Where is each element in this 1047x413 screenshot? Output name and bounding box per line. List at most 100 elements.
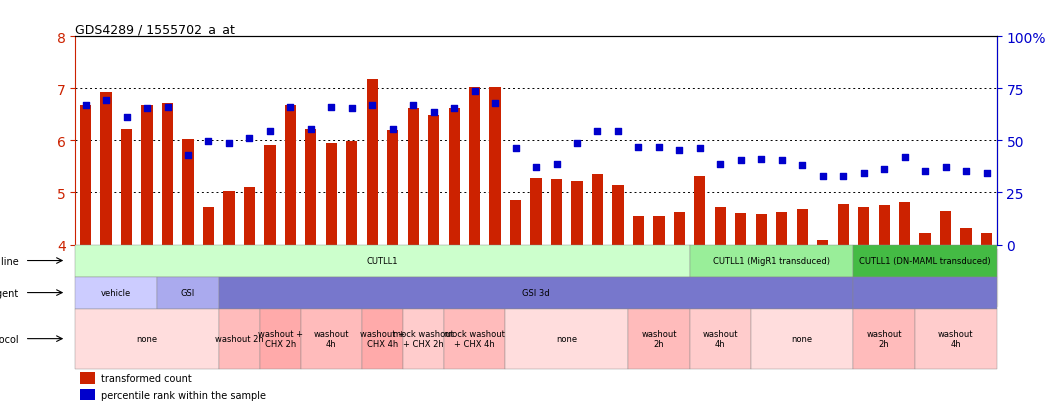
Bar xyxy=(326,144,337,245)
Text: washout
4h: washout 4h xyxy=(313,329,349,349)
Text: vehicle: vehicle xyxy=(102,288,132,297)
Point xyxy=(446,106,463,112)
Bar xyxy=(751,309,853,369)
Point xyxy=(97,97,114,104)
Text: GSI: GSI xyxy=(181,288,195,297)
Bar xyxy=(444,309,506,369)
Point xyxy=(815,173,831,180)
Point xyxy=(774,157,790,164)
Point xyxy=(875,166,892,173)
Bar xyxy=(490,88,500,245)
Text: agent: agent xyxy=(0,288,18,298)
Text: washout 2h: washout 2h xyxy=(215,335,264,343)
Bar xyxy=(510,201,521,245)
Bar xyxy=(260,309,300,369)
Point xyxy=(549,161,565,168)
Text: mock washout
+ CHX 4h: mock washout + CHX 4h xyxy=(444,329,505,349)
Point xyxy=(364,102,381,109)
Bar xyxy=(853,309,915,369)
Text: CUTLL1 (DN-MAML transduced): CUTLL1 (DN-MAML transduced) xyxy=(860,256,990,266)
Text: transformed count: transformed count xyxy=(102,373,192,383)
Point xyxy=(528,165,544,171)
Point xyxy=(77,102,94,109)
Bar xyxy=(756,215,766,245)
Bar xyxy=(300,309,362,369)
Text: protocol: protocol xyxy=(0,334,18,344)
Bar xyxy=(141,106,153,245)
Point xyxy=(691,145,708,152)
Bar xyxy=(817,241,828,245)
Bar xyxy=(157,277,219,309)
Text: GDS4289 / 1555702_a_at: GDS4289 / 1555702_a_at xyxy=(75,23,236,36)
Bar xyxy=(919,233,931,245)
Point xyxy=(221,140,238,147)
Bar xyxy=(853,277,997,309)
Bar xyxy=(592,175,603,245)
Point xyxy=(855,170,872,176)
Bar xyxy=(121,130,132,245)
Text: washout +
CHX 4h: washout + CHX 4h xyxy=(360,329,405,349)
Point xyxy=(650,144,667,151)
Point xyxy=(671,147,688,154)
Bar xyxy=(878,206,890,245)
Bar xyxy=(674,213,685,245)
Point xyxy=(937,165,954,171)
Point xyxy=(569,140,585,147)
Point xyxy=(466,88,483,95)
Bar xyxy=(715,207,726,245)
Bar xyxy=(448,109,460,245)
Bar xyxy=(244,188,255,245)
Point xyxy=(917,168,934,174)
Point xyxy=(978,170,995,176)
Text: CUTLL1 (MigR1 transduced): CUTLL1 (MigR1 transduced) xyxy=(713,256,830,266)
Bar xyxy=(75,245,690,277)
Text: percentile rank within the sample: percentile rank within the sample xyxy=(102,390,266,400)
Point xyxy=(425,109,442,116)
Point xyxy=(200,139,217,145)
Point xyxy=(303,126,319,133)
Bar xyxy=(223,192,235,245)
Point xyxy=(180,152,197,159)
Bar xyxy=(75,277,157,309)
Text: washout
4h: washout 4h xyxy=(938,329,974,349)
Point xyxy=(753,156,770,163)
Bar xyxy=(366,80,378,245)
Point xyxy=(118,114,135,121)
Text: GSI 3d: GSI 3d xyxy=(522,288,550,297)
Bar xyxy=(735,214,747,245)
Bar xyxy=(506,309,628,369)
Text: cell line: cell line xyxy=(0,256,18,266)
Text: none: none xyxy=(792,335,812,343)
Point xyxy=(630,144,647,151)
Bar xyxy=(362,309,403,369)
Bar xyxy=(572,182,582,245)
Bar xyxy=(162,104,173,245)
Bar xyxy=(428,116,440,245)
Point xyxy=(958,168,975,174)
Bar xyxy=(264,145,275,245)
Bar xyxy=(80,389,94,401)
Point xyxy=(794,163,810,169)
Point xyxy=(262,128,279,135)
Point xyxy=(834,173,851,180)
Bar xyxy=(981,233,993,245)
Point xyxy=(896,154,913,161)
Text: washout
4h: washout 4h xyxy=(703,329,738,349)
Bar xyxy=(203,207,214,245)
Bar xyxy=(407,109,419,245)
Bar xyxy=(632,216,644,245)
Bar xyxy=(690,245,853,277)
Bar xyxy=(182,140,194,245)
Point xyxy=(589,128,606,135)
Bar xyxy=(960,228,972,245)
Bar xyxy=(531,178,541,245)
Bar xyxy=(694,176,706,245)
Text: none: none xyxy=(556,335,577,343)
Bar xyxy=(612,185,624,245)
Bar xyxy=(940,211,951,245)
Text: none: none xyxy=(136,335,158,343)
Text: CUTLL1: CUTLL1 xyxy=(366,256,398,266)
Bar xyxy=(628,309,690,369)
Text: washout
2h: washout 2h xyxy=(866,329,901,349)
Bar xyxy=(551,180,562,245)
